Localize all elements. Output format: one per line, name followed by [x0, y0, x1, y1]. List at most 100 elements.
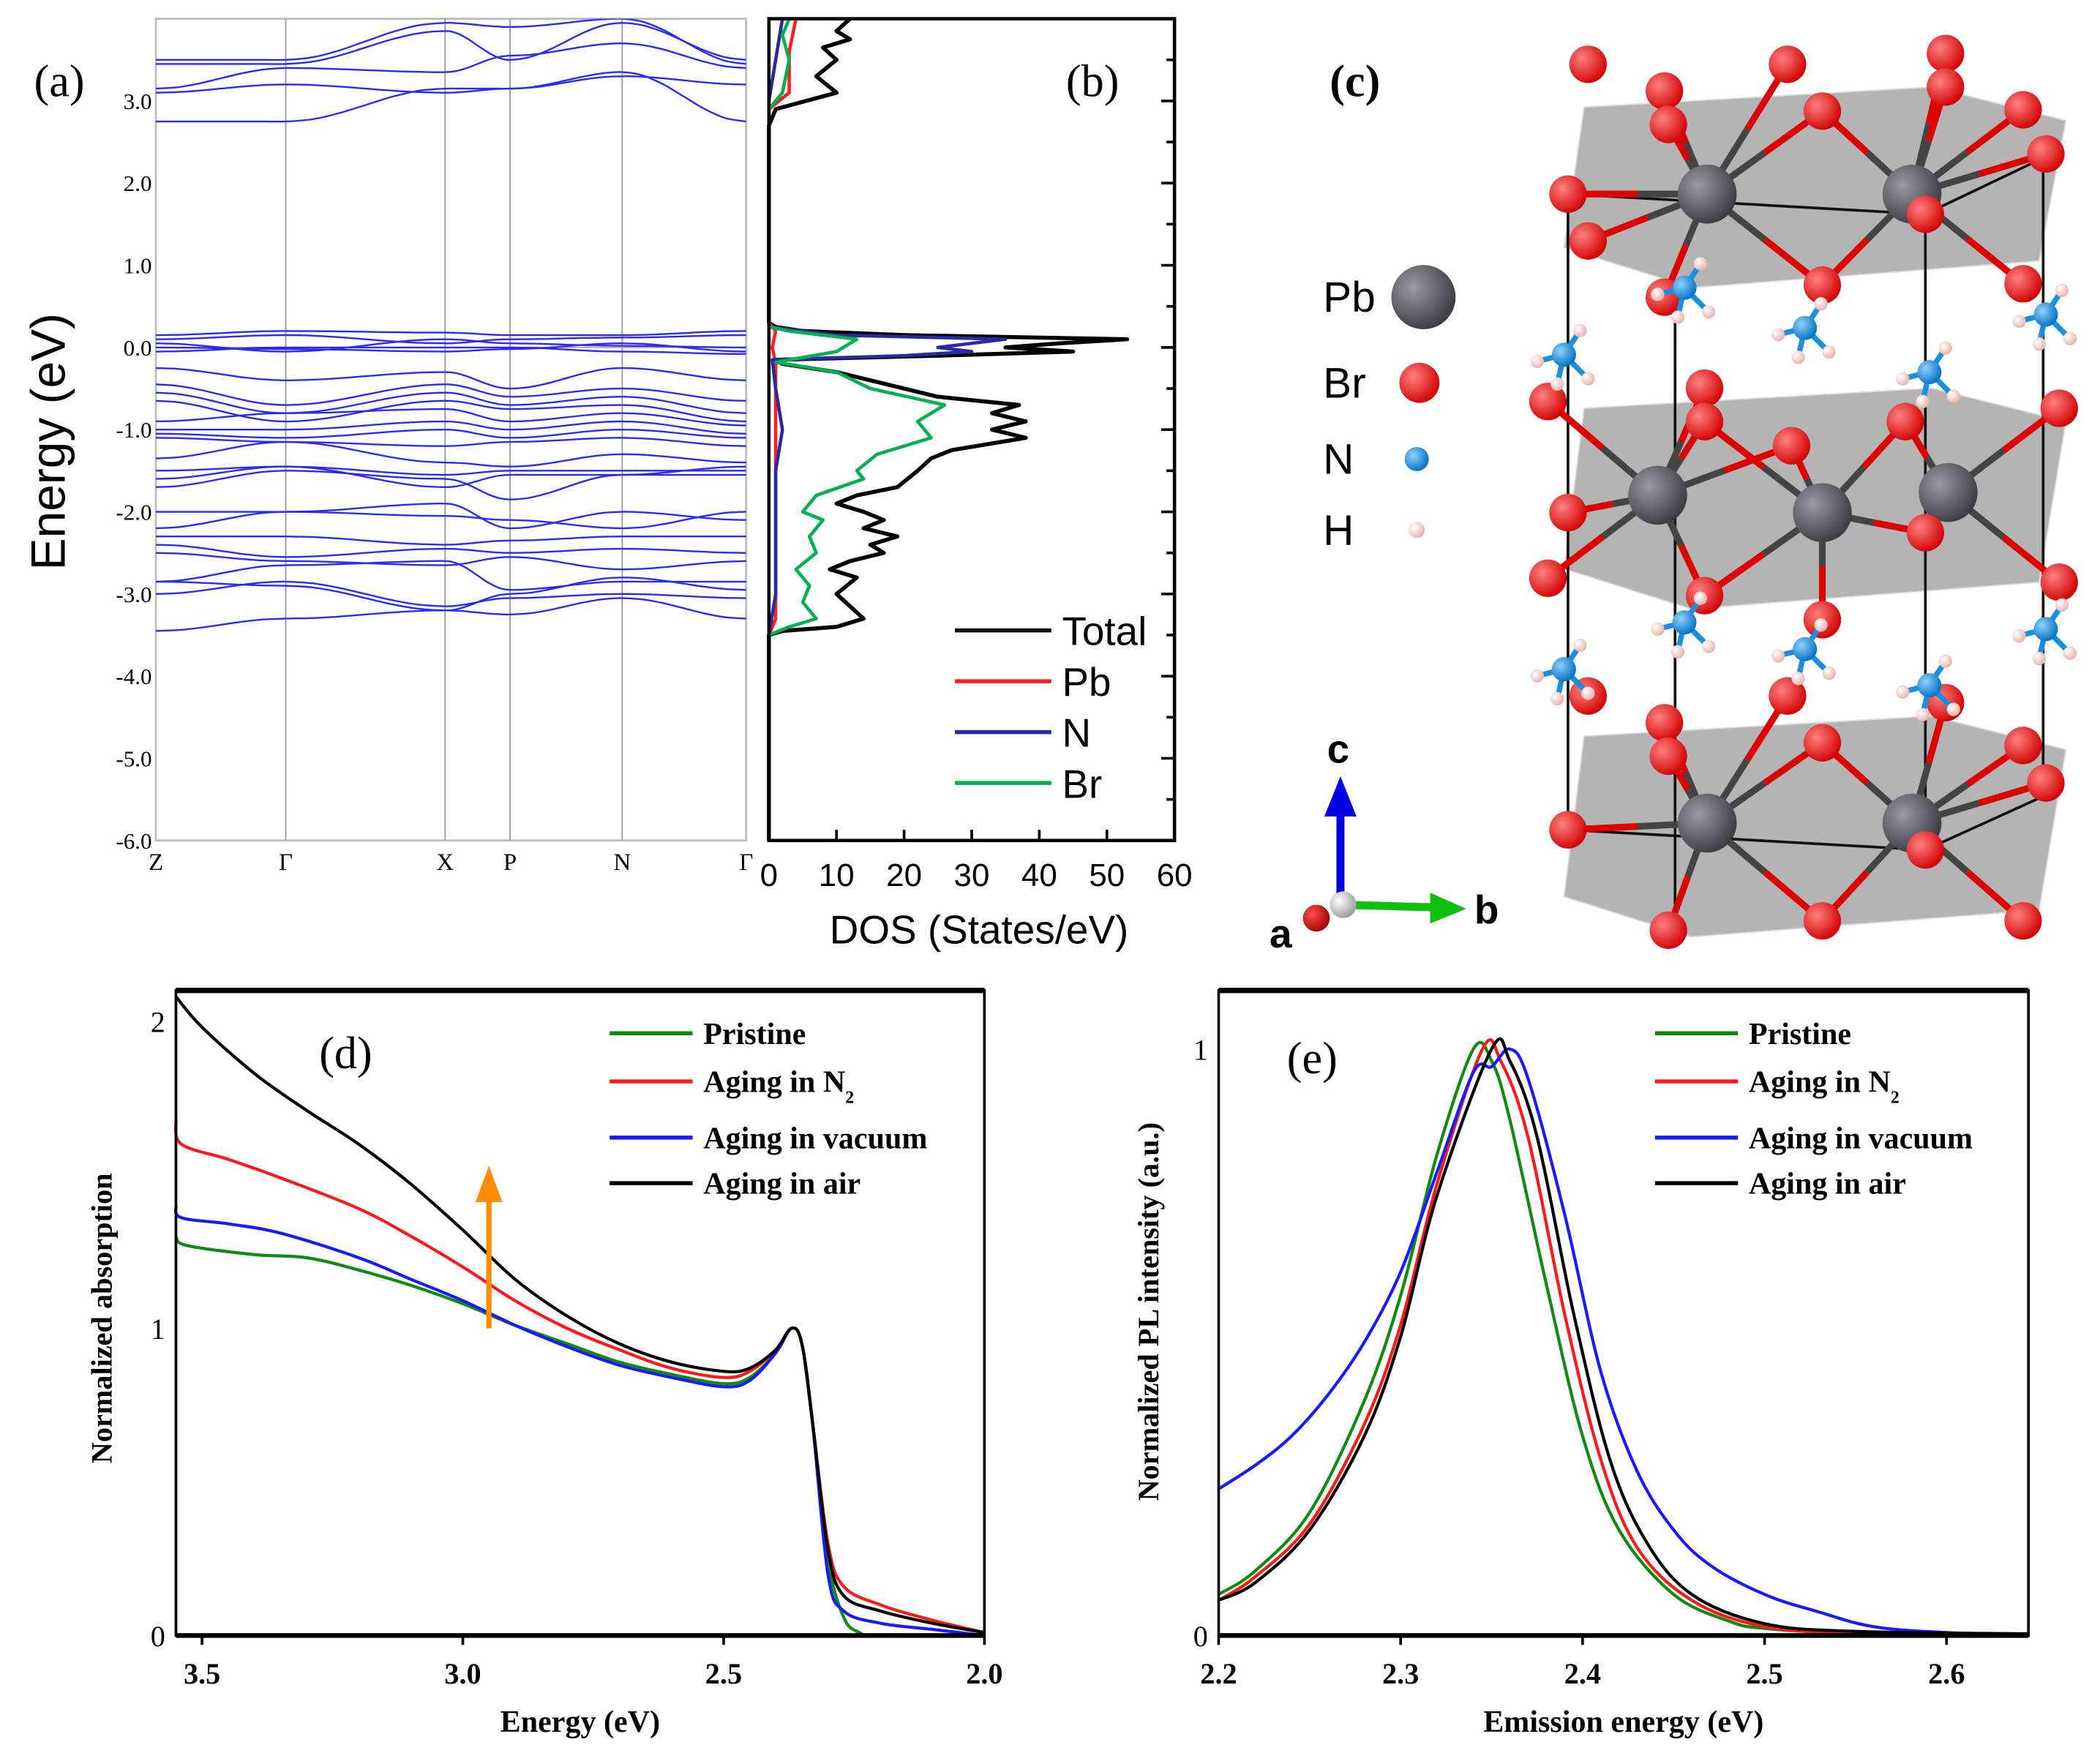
br-atom — [1927, 34, 1965, 72]
band-line — [156, 22, 746, 65]
absorption-panel: 3.5 3.0 2.5 2.0 0 1 2 Energy (eV) Normalized abs… — [86, 988, 1003, 1739]
band-line — [156, 399, 746, 423]
legend-label: Aging in N2 — [703, 1066, 854, 1108]
n-atom — [2033, 302, 2058, 327]
h-atom — [1550, 377, 1564, 391]
legend-label: Aging in vacuum — [1749, 1122, 1973, 1156]
br-atom — [1772, 427, 1811, 465]
h-atom — [1771, 328, 1785, 342]
x-tick-label: 50 — [1089, 857, 1125, 893]
dos-panel: 0 10 20 30 40 50 60 DOS (States/eV) Total Pb N Br — [760, 17, 1193, 953]
legend-label-pb: Pb — [1323, 274, 1376, 321]
panel-label-e: (e) — [1287, 1034, 1338, 1084]
y-tick-label: -1.0 — [116, 417, 151, 443]
br-atom — [1646, 72, 1684, 110]
h-atom — [2055, 283, 2069, 298]
n-atom — [1551, 342, 1576, 367]
x-axis-label: DOS (States/eV) — [830, 907, 1129, 953]
x-tick-label: 2.6 — [1928, 1657, 1965, 1690]
h-atom — [1916, 708, 1930, 721]
legend-label-n: N — [1323, 436, 1354, 484]
h-atom — [1670, 310, 1685, 324]
panel-label-a: (a) — [34, 57, 85, 107]
x-tick-label: 2.3 — [1382, 1657, 1419, 1690]
br-atom — [1549, 811, 1587, 849]
h-atom — [1651, 622, 1665, 636]
br-atom — [1927, 68, 1965, 106]
a-axis-arrow — [1302, 904, 1330, 932]
kpoint-label: Γ — [739, 849, 753, 876]
legend-atom-br-icon — [1399, 362, 1440, 403]
legend-label: Aging in vacuum — [703, 1122, 927, 1156]
br-atom — [1769, 677, 1807, 715]
a-axis-label: a — [1270, 911, 1292, 956]
b-axis-arrow — [1343, 901, 1437, 912]
br-atom — [1569, 222, 1607, 260]
n-atom — [1551, 657, 1576, 682]
n-atom — [1917, 673, 1942, 698]
legend-label: Pristine — [1749, 1018, 1851, 1051]
br-atom — [1769, 45, 1807, 83]
h-atom — [2063, 646, 2077, 660]
y-axis-label: Normalized absorption — [86, 1173, 119, 1463]
legend-atom-pb-icon — [1391, 265, 1456, 330]
legend-atom-n-icon — [1404, 446, 1429, 471]
h-atom — [1573, 323, 1587, 337]
br-atom — [1906, 830, 1944, 869]
legend-label-br: Br — [1323, 359, 1366, 407]
y-tick-label: 1 — [1193, 1033, 1208, 1066]
h-atom — [1701, 305, 1716, 319]
unit-cell-edge — [1924, 157, 2044, 216]
h-atom — [1791, 672, 1805, 686]
kpoint-label: N — [613, 849, 631, 876]
br-atom — [2004, 727, 2042, 765]
b-axis-label: b — [1474, 887, 1499, 932]
band-line — [156, 580, 746, 607]
y-tick-label: 2 — [151, 1005, 165, 1038]
panel-label-d: (d) — [319, 1029, 372, 1078]
br-atom — [1646, 704, 1684, 742]
br-atom — [1549, 175, 1587, 213]
br-atom — [1803, 724, 1842, 762]
y-tick-label: 2.0 — [124, 170, 152, 196]
br-atom — [2040, 563, 2078, 601]
br-atom — [1529, 559, 1567, 597]
y-tick-label: -3.0 — [116, 582, 151, 607]
h-atom — [1791, 350, 1805, 364]
x-tick-label: 10 — [819, 857, 855, 893]
dos-line-n — [767, 18, 1008, 841]
h-atom — [1530, 354, 1545, 369]
band-line — [156, 437, 746, 447]
br-atom — [1906, 195, 1944, 233]
legend-label-subscript: 2 — [845, 1088, 854, 1107]
x-tick-label: 40 — [1021, 857, 1057, 893]
spectrum-line — [1218, 1037, 2029, 1636]
plot-frame — [767, 17, 1177, 843]
legend-label: Pristine — [703, 1018, 806, 1051]
y-tick-label: -6.0 — [116, 828, 151, 854]
legend-label-main: Aging in N — [703, 1066, 845, 1100]
plot-frame — [174, 988, 986, 1637]
band-line — [156, 408, 746, 427]
y-tick-label: 3.0 — [124, 89, 152, 114]
h-atom — [1814, 618, 1828, 632]
legend-label: Aging in air — [1749, 1168, 1906, 1201]
band-line — [156, 420, 746, 435]
kpoint-label: X — [436, 849, 454, 876]
br-atom — [1803, 901, 1842, 940]
band-line — [156, 346, 746, 356]
band-line — [156, 383, 746, 406]
h-atom — [1814, 297, 1828, 311]
h-atom — [1771, 649, 1785, 663]
n-atom — [1793, 637, 1818, 661]
band-line — [156, 544, 746, 558]
x-tick-label: 2.4 — [1564, 1657, 1601, 1690]
band-line — [156, 338, 746, 353]
h-atom — [1896, 685, 1910, 699]
legend-label: Aging in N2 — [1749, 1066, 1900, 1108]
c-axis-label: c — [1327, 727, 1350, 772]
band-line — [156, 470, 746, 500]
h-atom — [1916, 394, 1930, 408]
h-atom — [2012, 628, 2026, 643]
br-atom — [1906, 514, 1944, 552]
